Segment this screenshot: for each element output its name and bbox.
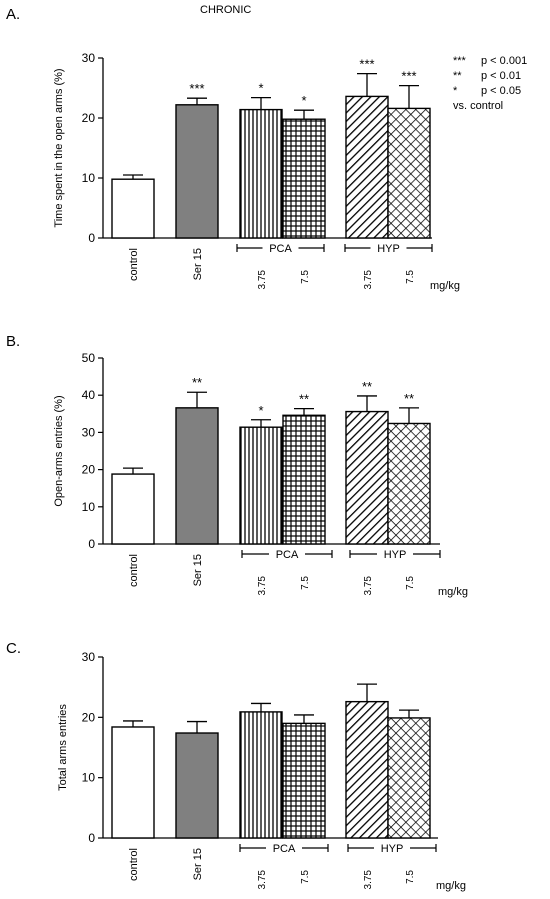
y-tick-label: 30: [82, 650, 96, 664]
bar-6: [387, 107, 431, 239]
significance-mark: **: [299, 392, 309, 407]
unit-label: mg/kg: [430, 280, 460, 292]
bar-4: [282, 722, 326, 839]
y-tick-label: 0: [88, 831, 95, 845]
category-label: 7.5: [300, 270, 311, 284]
legend-text: p < 0.001: [481, 55, 528, 67]
panel-c: 0 10 20 30 Total arms entries control Ser 15 3.…: [57, 650, 466, 892]
category-label: 7.5: [300, 576, 311, 590]
significance-mark: *: [258, 403, 263, 418]
bar-5: [345, 410, 389, 545]
category-label: control: [128, 248, 140, 281]
y-tick-label: 10: [82, 171, 96, 185]
y-tick-label: 0: [88, 231, 95, 245]
y-axis-label: Open-arms entries (%): [53, 395, 65, 506]
y-tick-label: 20: [82, 710, 96, 724]
category-label: 3.75: [257, 270, 268, 290]
significance-mark: ***: [359, 57, 374, 72]
category-label: Ser 15: [192, 554, 204, 586]
significance-mark: **: [192, 375, 202, 390]
category-label: control: [128, 554, 140, 587]
bar-2: [175, 732, 219, 839]
y-tick-label: 50: [82, 351, 96, 365]
significance-mark: *: [301, 93, 306, 108]
category-label: 3.75: [363, 870, 374, 890]
significance-mark: **: [362, 379, 372, 394]
category-label: 3.75: [257, 870, 268, 890]
category-label: 3.75: [257, 576, 268, 596]
legend-row-p05: * p < 0.05: [453, 84, 527, 99]
panel-letter-b: B.: [6, 333, 21, 350]
y-tick-label: 30: [82, 425, 96, 439]
group-label: PCA: [269, 243, 292, 255]
page-title: CHRONIC: [200, 4, 252, 16]
panel-letter-c: C.: [6, 640, 21, 657]
y-tick-label: 20: [82, 463, 96, 477]
y-tick-label: 10: [82, 500, 96, 514]
unit-label: mg/kg: [436, 880, 466, 892]
bar-1: [111, 473, 155, 545]
bar-2: [175, 407, 219, 545]
bar-6: [387, 422, 431, 545]
category-label: Ser 15: [192, 848, 204, 880]
group-label: HYP: [384, 549, 407, 561]
significance-legend: *** p < 0.001 ** p < 0.01 * p < 0.05 vs. co…: [453, 54, 527, 114]
y-tick-label: 0: [88, 537, 95, 551]
y-tick-label: 30: [82, 51, 96, 65]
y-axis-label: Total arms entries: [57, 704, 69, 791]
legend-text: p < 0.05: [481, 85, 522, 97]
legend-text: p < 0.01: [481, 70, 522, 82]
significance-mark: **: [404, 391, 414, 406]
bar-4: [282, 414, 326, 545]
bar-6: [387, 717, 431, 839]
bar-3: [239, 711, 283, 839]
category-label: 3.75: [363, 270, 374, 290]
bar-1: [111, 178, 155, 239]
category-label: 3.75: [363, 576, 374, 596]
bar-3: [239, 108, 283, 239]
bar-3: [239, 426, 283, 545]
bar-2: [175, 104, 219, 239]
bar-5: [345, 95, 389, 239]
group-label: PCA: [273, 843, 296, 855]
unit-label: mg/kg: [438, 586, 468, 598]
legend-symbol: **: [453, 70, 462, 82]
bar-4: [282, 118, 326, 239]
group-label: HYP: [381, 843, 404, 855]
category-label: Ser 15: [192, 248, 204, 280]
y-tick-label: 10: [82, 771, 96, 785]
category-label: 7.5: [405, 870, 416, 884]
bar-1: [111, 726, 155, 839]
category-label: control: [128, 848, 140, 881]
legend-footer: vs. control: [453, 100, 504, 112]
significance-mark: ***: [401, 69, 416, 84]
legend-row-p01: ** p < 0.01: [453, 69, 527, 84]
category-label: 7.5: [300, 870, 311, 884]
legend-symbol: *: [453, 85, 458, 97]
significance-mark: *: [258, 81, 263, 96]
significance-mark: ***: [189, 81, 204, 96]
category-label: 7.5: [405, 576, 416, 590]
panel-letter-a: A.: [6, 6, 21, 23]
group-label: HYP: [377, 243, 400, 255]
legend-row-p001: *** p < 0.001: [453, 54, 527, 69]
bar-5: [345, 700, 389, 839]
y-tick-label: 40: [82, 388, 96, 402]
y-axis-label: Time spent in the open arms (%): [53, 68, 65, 227]
group-label: PCA: [276, 549, 299, 561]
legend-symbol: ***: [453, 55, 466, 67]
y-tick-label: 20: [82, 111, 96, 125]
category-label: 7.5: [405, 270, 416, 284]
